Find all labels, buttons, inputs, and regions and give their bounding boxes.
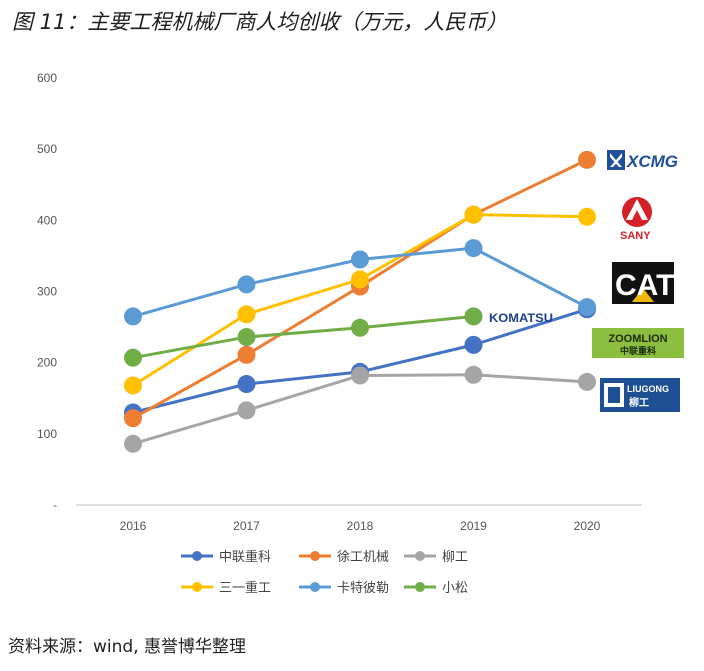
- legend-label: 小松: [442, 581, 468, 596]
- x-tick-label: 2020: [574, 519, 601, 533]
- data-point: [464, 365, 483, 384]
- data-point: [124, 409, 142, 428]
- data-point: [578, 298, 596, 317]
- legend-label: 徐工机械: [337, 550, 389, 565]
- data-point: [578, 372, 596, 391]
- liugong-logo: LIUGONG 柳工: [600, 378, 680, 412]
- xcmg-logo-text: XCMG: [626, 152, 678, 171]
- legend-label: 三一重工: [219, 580, 271, 596]
- series-group: [124, 150, 596, 428]
- source-note: 资料来源：wind, 惠誉博华整理: [8, 637, 246, 657]
- data-point: [464, 239, 483, 258]
- legend-label: 中联重科: [219, 549, 271, 565]
- series-group: [124, 239, 596, 326]
- zoomlion-logo: ZOOMLION 中联重科: [592, 328, 684, 358]
- y-tick-label: 500: [37, 142, 57, 156]
- data-point: [351, 270, 369, 289]
- figure-title: 图 11：主要工程机械厂商人均创收（万元，人民币）: [12, 10, 508, 34]
- x-tick-label: 2018: [347, 519, 374, 533]
- zoomlion-logo-text: ZOOMLION: [608, 333, 667, 345]
- legend-marker: [310, 582, 320, 592]
- data-point: [237, 345, 256, 364]
- data-point: [351, 250, 369, 269]
- y-tick-label: 100: [37, 427, 57, 441]
- legend-item: 三一重工: [181, 580, 271, 596]
- legend-marker: [192, 582, 202, 592]
- x-tick-label: 2019: [460, 519, 487, 533]
- data-point: [237, 328, 256, 347]
- y-tick-label: 300: [37, 285, 57, 299]
- legend-marker: [192, 551, 202, 561]
- legend-label: 卡特彼勒: [337, 581, 389, 596]
- komatsu-logo: KOMATSU: [488, 308, 556, 326]
- legend-item: 卡特彼勒: [299, 581, 389, 596]
- legend-marker: [415, 551, 425, 561]
- data-point: [464, 205, 483, 224]
- series-group: [124, 307, 483, 367]
- series-line: [132, 373, 588, 446]
- cat-logo: CAT: [612, 262, 674, 304]
- xcmg-logo: XCMG: [606, 147, 680, 173]
- data-point: [351, 318, 369, 337]
- legend-marker: [415, 582, 425, 592]
- x-tick-label: 2016: [120, 519, 147, 533]
- y-tick-label: 200: [37, 356, 57, 370]
- legend-item: 中联重科: [181, 549, 271, 565]
- sany-logo-text: SANY: [620, 230, 651, 242]
- data-point: [237, 275, 256, 294]
- data-point: [578, 150, 596, 169]
- zoomlion-logo-cn-text: 中联重科: [620, 345, 656, 357]
- data-point: [464, 307, 483, 326]
- data-point: [237, 375, 256, 394]
- data-point: [578, 207, 596, 226]
- y-axis-ticks: 600 500 400 300 200 100 -: [37, 71, 57, 512]
- series-group: [124, 205, 596, 395]
- legend-label: 柳工: [442, 550, 468, 565]
- y-tick-label: 400: [37, 213, 57, 227]
- liugong-logo-text: LIUGONG: [627, 384, 669, 394]
- series-line: [132, 314, 474, 360]
- sany-logo: SANY: [615, 194, 661, 242]
- y-tick-label: 600: [37, 71, 57, 85]
- komatsu-logo-text: KOMATSU: [489, 311, 553, 325]
- series-group: [124, 365, 596, 453]
- data-point: [124, 348, 142, 367]
- series-line: [132, 213, 588, 387]
- legend-item: 柳工: [404, 550, 468, 565]
- data-point: [124, 307, 142, 326]
- series-lines: [124, 150, 596, 453]
- cat-logo-text: CAT: [615, 269, 674, 302]
- data-point: [464, 335, 483, 354]
- data-point: [237, 401, 256, 420]
- data-point: [351, 366, 369, 385]
- data-point: [124, 434, 142, 453]
- x-axis-ticks: 2016 2017 2018 2019 2020: [120, 519, 601, 533]
- liugong-logo-cn-text: 柳工: [629, 396, 649, 409]
- data-point: [124, 376, 142, 395]
- data-point: [237, 305, 256, 324]
- legend-item: 小松: [404, 581, 468, 596]
- legend-marker: [310, 551, 320, 561]
- y-tick-label: -: [53, 498, 57, 512]
- x-tick-label: 2017: [233, 519, 260, 533]
- legend-item: 徐工机械: [299, 550, 389, 565]
